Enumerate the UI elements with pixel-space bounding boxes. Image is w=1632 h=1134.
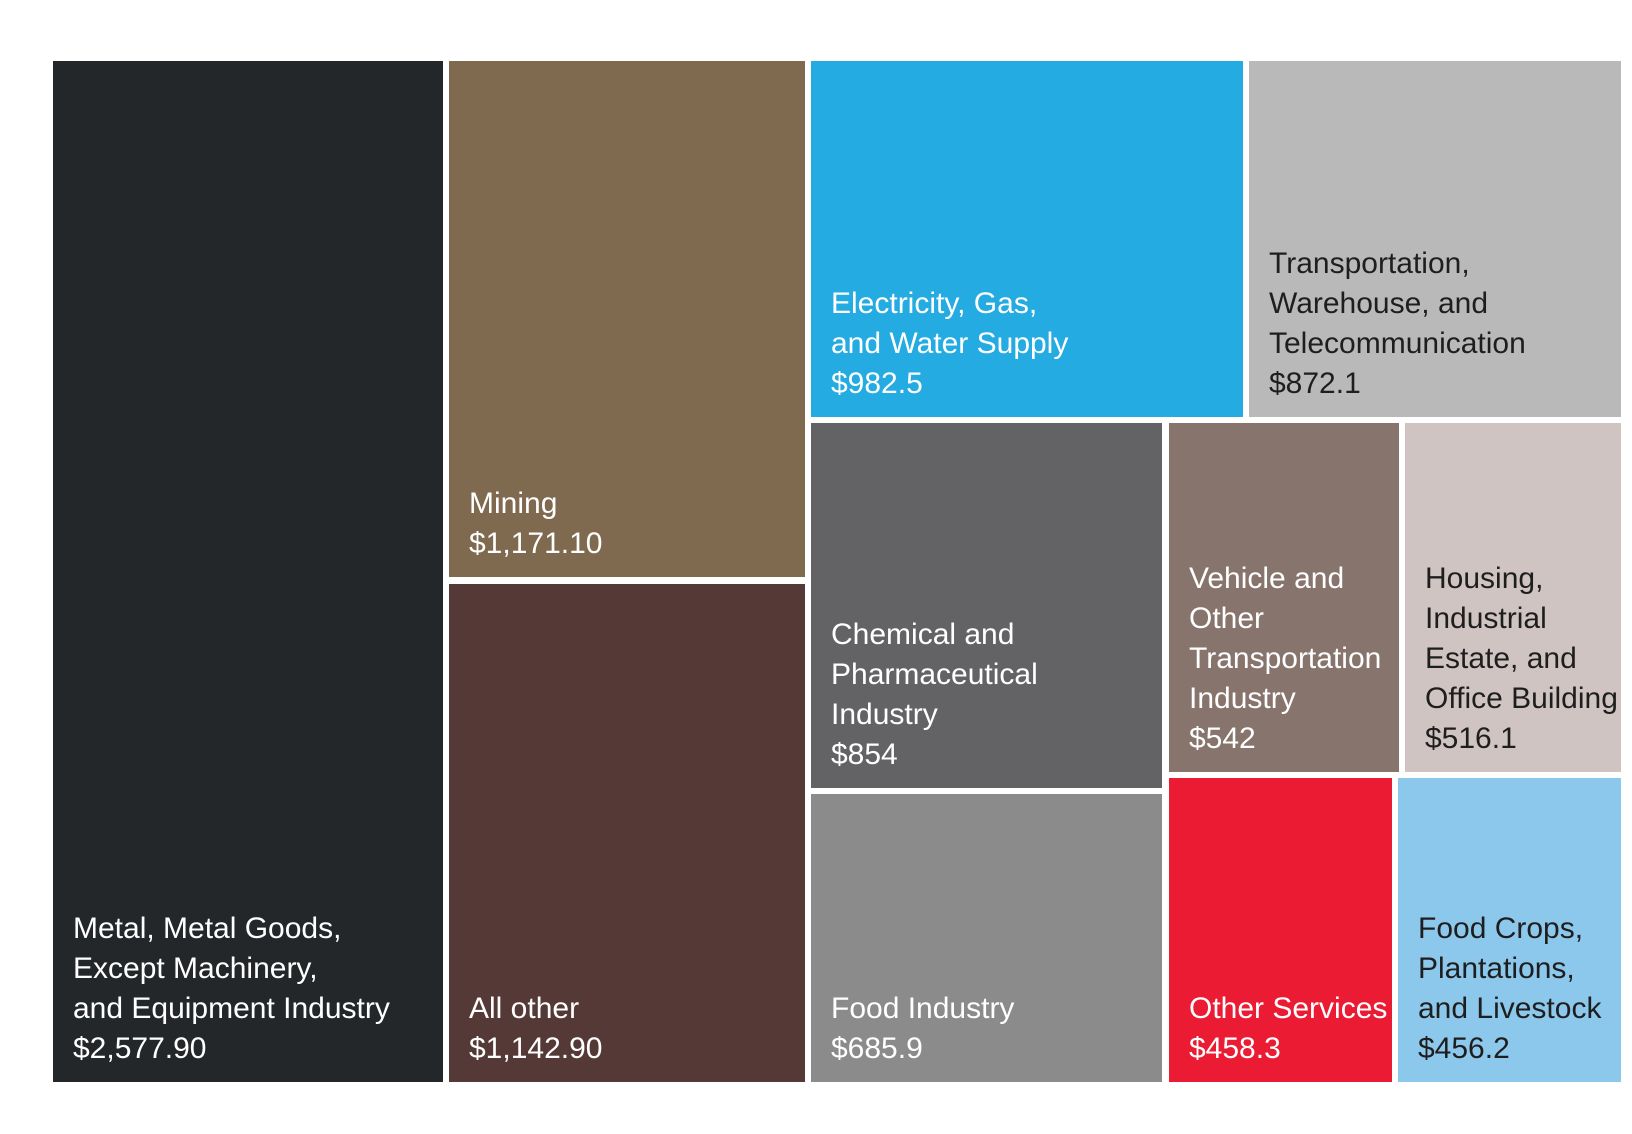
treemap-tile: All other $1,142.90 [449, 584, 805, 1082]
tile-category-label: Estate, and [1425, 642, 1577, 675]
treemap-tile: Metal, Metal Goods, Except Machinery, and … [53, 61, 443, 1082]
treemap-tile-rect [811, 423, 1162, 788]
tile-category-label: Pharmaceutical [831, 658, 1038, 691]
tile-category-label: Telecommunication [1269, 327, 1526, 360]
tile-category-label: and Livestock [1418, 992, 1602, 1025]
tile-category-label: Industry [831, 698, 938, 731]
treemap-tile: Vehicle and Other Transportation Industry $5… [1169, 423, 1399, 772]
tile-category-label: Food Industry [831, 992, 1014, 1025]
tile-category-label: Other Services [1189, 992, 1387, 1025]
tile-category-label: Transportation, [1269, 247, 1470, 280]
tile-category-label: Chemical and [831, 618, 1014, 651]
tile-value-label: $458.3 [1189, 1032, 1281, 1065]
tile-category-label: Other [1189, 602, 1264, 635]
tile-category-label: Electricity, Gas, [831, 287, 1037, 320]
treemap-tile-rect [1405, 423, 1621, 772]
treemap-tile-rect [1398, 778, 1621, 1082]
treemap-tile: Mining $1,171.10 [449, 61, 805, 577]
tile-category-label: Metal, Metal Goods, [73, 912, 341, 945]
tile-value-label: $542 [1189, 722, 1256, 755]
tile-value-label: $516.1 [1425, 722, 1517, 755]
tile-category-label: Food Crops, [1418, 912, 1583, 945]
treemap-tile-rect [1169, 778, 1392, 1082]
tile-value-label: $685.9 [831, 1032, 923, 1065]
treemap-tile-rect [1249, 61, 1621, 417]
treemap-tile: Food Industry $685.9 [811, 794, 1162, 1082]
tile-category-label: Transportation [1189, 642, 1381, 675]
tile-category-label: Except Machinery, [73, 952, 318, 985]
treemap-tile: Chemical and Pharmaceutical Industry $854 [811, 423, 1162, 788]
tile-value-label: $2,577.90 [73, 1032, 206, 1065]
treemap-tile-rect [53, 61, 443, 1082]
tile-category-label: and Water Supply [831, 327, 1068, 360]
tile-value-label: $1,142.90 [469, 1032, 602, 1065]
treemap-tile: Transportation, Warehouse, and Telecommuni… [1249, 61, 1621, 417]
treemap-tile: Housing, Industrial Estate, and Office Buil… [1405, 423, 1621, 772]
tile-value-label: $872.1 [1269, 367, 1361, 400]
tile-category-label: and Equipment Industry [73, 992, 390, 1025]
treemap-tile: Electricity, Gas, and Water Supply $982.5 [811, 61, 1243, 417]
tile-category-label: All other [469, 992, 579, 1025]
tile-category-label: Warehouse, and [1269, 287, 1488, 320]
tile-category-label: Office Building [1425, 682, 1618, 715]
tile-value-label: $982.5 [831, 367, 923, 400]
tile-category-label: Vehicle and [1189, 562, 1344, 595]
tile-value-label: $1,171.10 [469, 527, 602, 560]
treemap-tile: Food Crops, Plantations, and Livestock $456… [1398, 778, 1621, 1082]
tile-category-label: Mining [469, 487, 557, 520]
treemap-tile: Other Services $458.3 [1169, 778, 1392, 1082]
tile-category-label: Plantations, [1418, 952, 1575, 985]
tile-category-label: Industry [1189, 682, 1296, 715]
treemap-tile-rect [449, 61, 805, 577]
treemap-tile-rect [811, 61, 1243, 417]
tile-category-label: Industrial [1425, 602, 1547, 635]
treemap-tile-rect [449, 584, 805, 1082]
tile-value-label: $456.2 [1418, 1032, 1510, 1065]
treemap-tile-rect [811, 794, 1162, 1082]
tile-value-label: $854 [831, 738, 898, 771]
tile-category-label: Housing, [1425, 562, 1543, 595]
treemap-tile-rect [1169, 423, 1399, 772]
